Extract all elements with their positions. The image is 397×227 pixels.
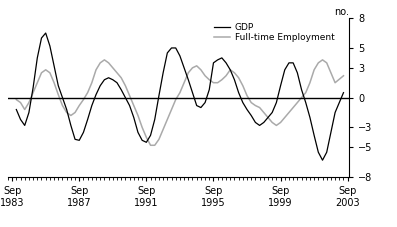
Full-time Employment bbox=[35, 81, 40, 84]
Full-time Employment bbox=[68, 114, 73, 117]
Full-time Employment bbox=[341, 74, 346, 77]
Line: GDP: GDP bbox=[16, 33, 343, 160]
GDP bbox=[43, 32, 48, 35]
Full-time Employment bbox=[148, 144, 153, 147]
Full-time Employment bbox=[14, 98, 19, 101]
GDP bbox=[341, 91, 346, 94]
Legend: GDP, Full-time Employment: GDP, Full-time Employment bbox=[214, 23, 335, 42]
Text: no.: no. bbox=[334, 7, 349, 17]
GDP bbox=[123, 96, 128, 99]
Full-time Employment bbox=[161, 128, 166, 131]
Full-time Employment bbox=[123, 84, 128, 87]
Full-time Employment bbox=[253, 104, 258, 107]
Full-time Employment bbox=[186, 72, 191, 74]
Full-time Employment bbox=[102, 59, 107, 61]
GDP bbox=[156, 94, 161, 97]
GDP bbox=[249, 114, 254, 117]
GDP bbox=[182, 67, 187, 69]
GDP bbox=[14, 108, 19, 111]
GDP bbox=[320, 159, 325, 162]
GDP bbox=[35, 57, 40, 59]
GDP bbox=[73, 138, 77, 141]
Line: Full-time Employment: Full-time Employment bbox=[16, 60, 343, 145]
